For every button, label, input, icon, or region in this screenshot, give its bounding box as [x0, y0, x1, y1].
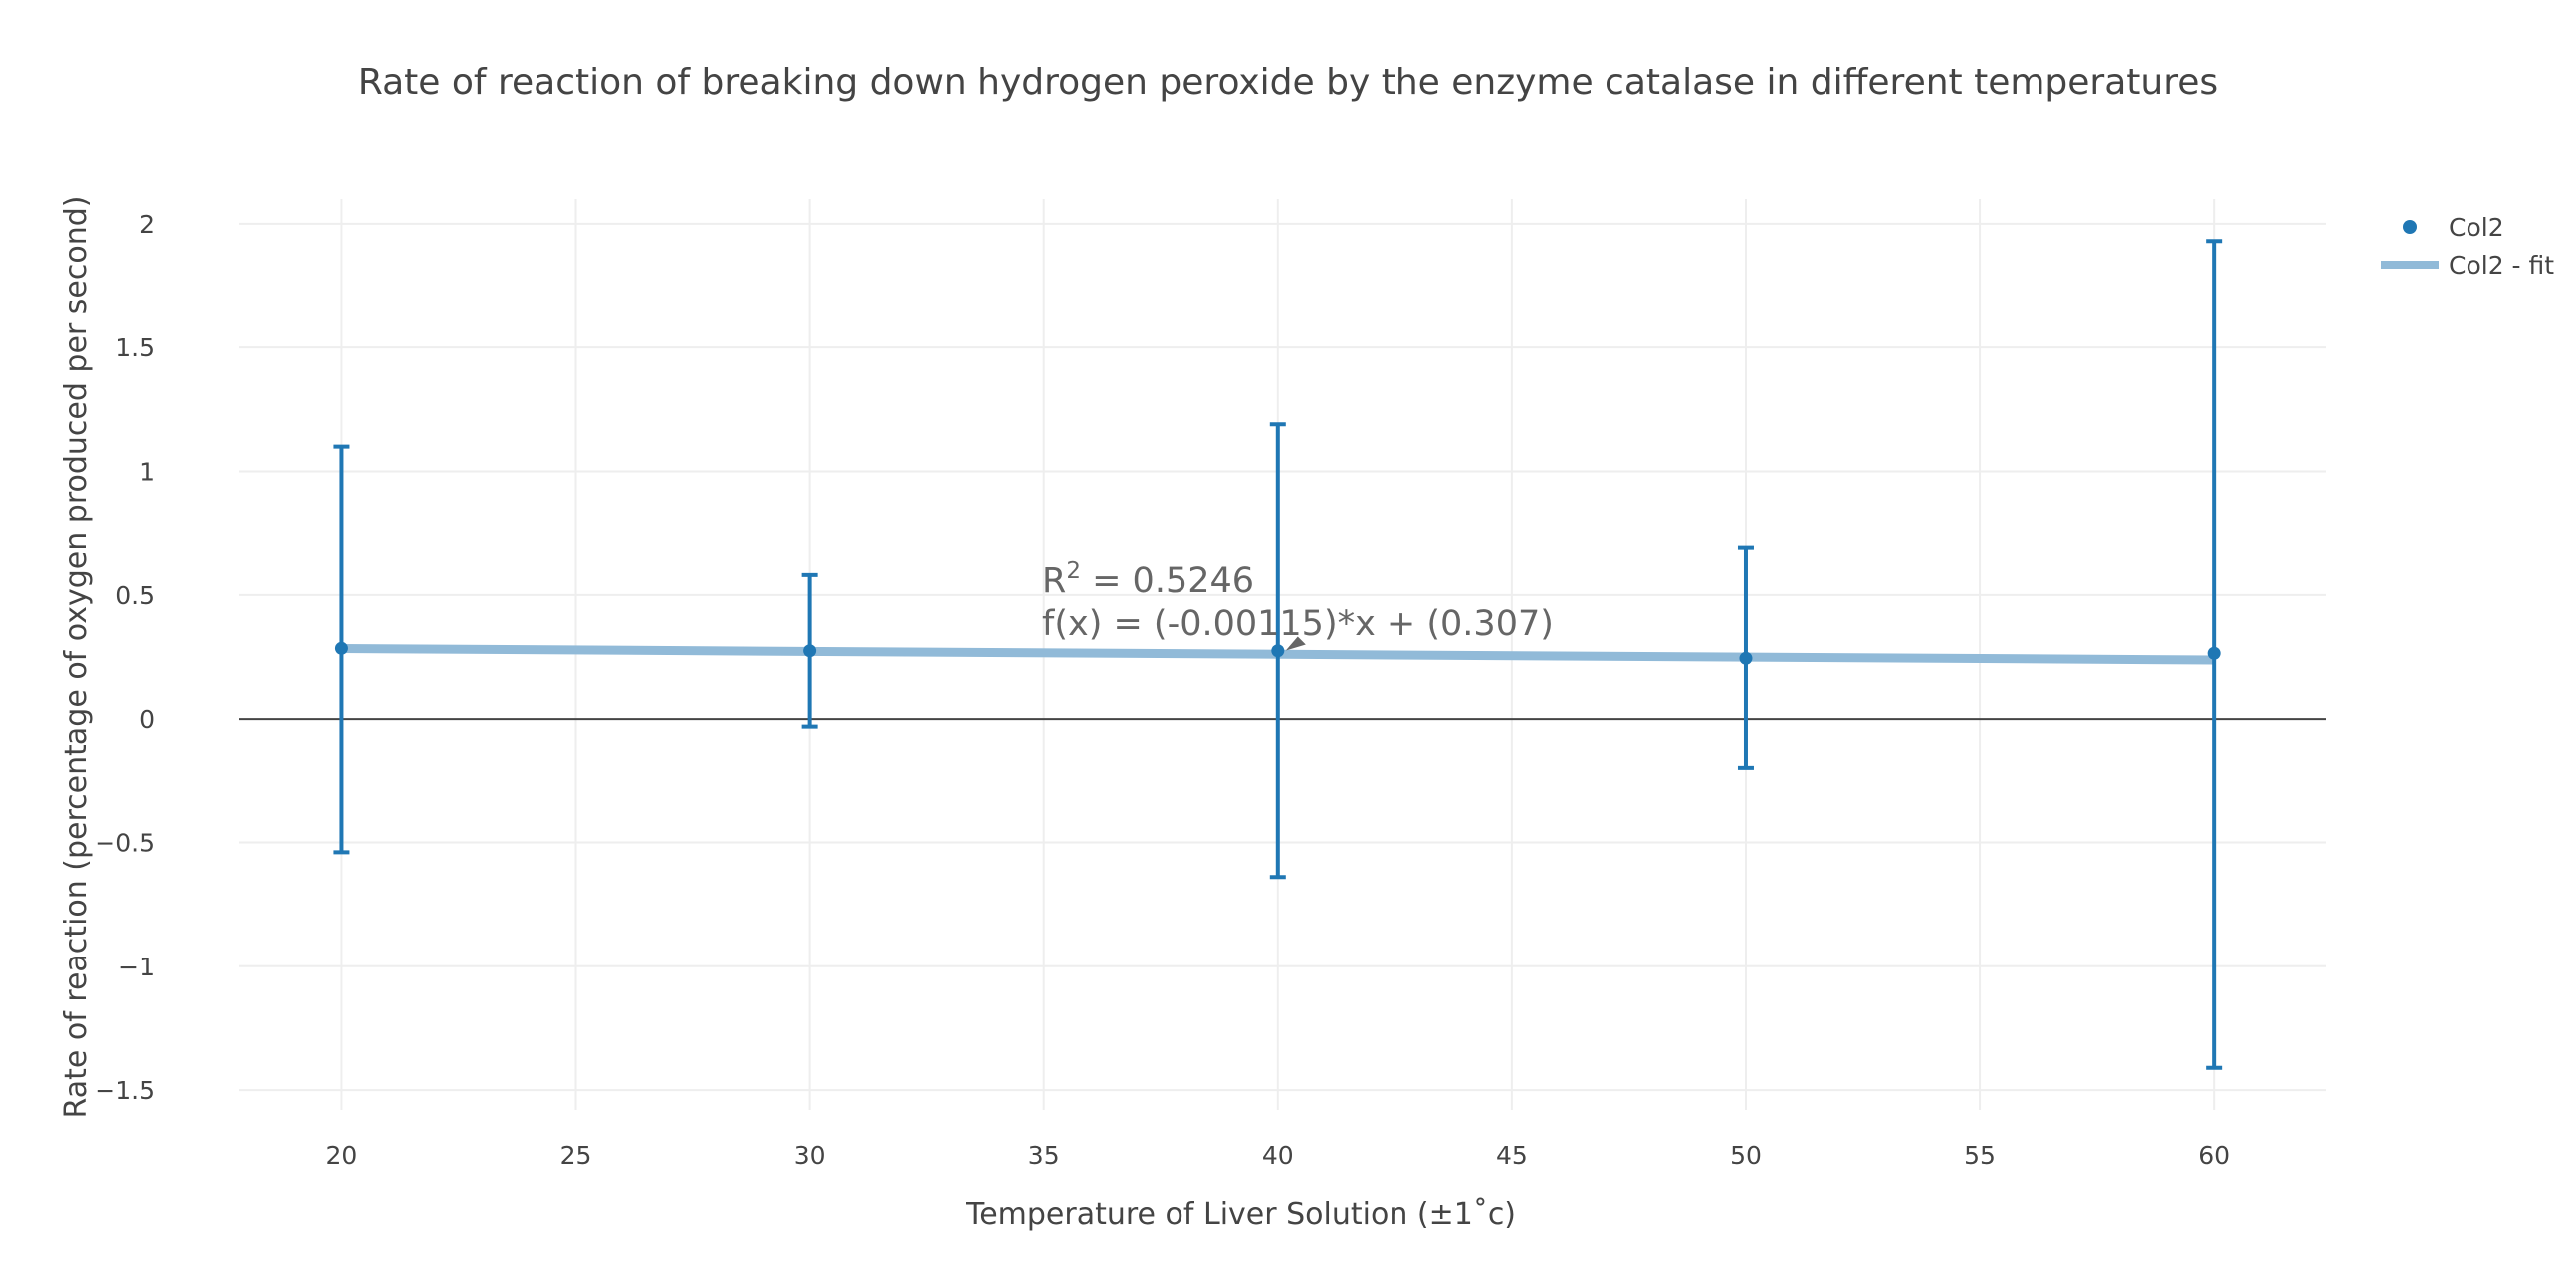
- annotation-arrow: [1285, 636, 1306, 651]
- x-tick-label: 35: [1028, 1141, 1060, 1170]
- x-axis-title: Temperature of Liver Solution (±1˚c): [966, 1197, 1516, 1232]
- legend-label-col2: Col2: [2449, 213, 2504, 242]
- r-squared-superscript: 2: [1066, 558, 1081, 584]
- data-point: [1271, 644, 1285, 658]
- x-tick-label: 20: [326, 1141, 358, 1170]
- y-tick-label: −0.5: [95, 828, 155, 857]
- legend-item-col2-fit[interactable]: Col2 - fit: [2381, 251, 2554, 280]
- legend-item-col2[interactable]: Col2: [2403, 213, 2504, 242]
- legend[interactable]: Col2 Col2 - fit: [2381, 213, 2554, 280]
- legend-label-col2-fit: Col2 - fit: [2449, 251, 2554, 280]
- data-point: [803, 644, 817, 658]
- r-squared-prefix: R: [1042, 561, 1066, 601]
- y-tick-label: −1.5: [95, 1076, 155, 1105]
- y-tick-label: 0.5: [115, 581, 155, 610]
- x-tick-label: 25: [560, 1141, 592, 1170]
- data-point: [1739, 651, 1753, 665]
- data-point: [2207, 646, 2221, 660]
- r-squared-value: = 0.5246: [1081, 561, 1254, 601]
- x-tick-label: 45: [1496, 1141, 1528, 1170]
- x-tick-label: 40: [1262, 1141, 1294, 1170]
- data-points: [334, 641, 2221, 665]
- y-tick-labels: −1.5 −1 −0.5 0 0.5 1 1.5 2: [95, 210, 155, 1105]
- x-tick-labels: 20 25 30 35 40 45 50 55 60: [326, 1141, 2231, 1170]
- y-tick-label: 1: [139, 458, 155, 487]
- fit-annotation: R2 = 0.5246 f(x) = (-0.00115)*x + (0.307…: [1042, 558, 1554, 651]
- y-axis-title: Rate of reaction (percentage of oxygen p…: [59, 196, 94, 1119]
- chart-title: Rate of reaction of breaking down hydrog…: [357, 62, 2219, 103]
- y-tick-label: 2: [139, 210, 155, 239]
- x-tick-label: 50: [1730, 1141, 1762, 1170]
- x-tick-label: 30: [794, 1141, 826, 1170]
- legend-marker-col2: [2403, 220, 2417, 234]
- annotation-arrowhead: [1285, 636, 1306, 651]
- x-tick-label: 60: [2198, 1141, 2230, 1170]
- data-point: [334, 641, 348, 655]
- r-squared-label: R2 = 0.5246: [1042, 558, 1254, 601]
- x-tick-label: 55: [1964, 1141, 1996, 1170]
- y-tick-label: 0: [139, 705, 155, 734]
- y-tick-label: 1.5: [115, 333, 155, 362]
- y-tick-label: −1: [118, 953, 155, 981]
